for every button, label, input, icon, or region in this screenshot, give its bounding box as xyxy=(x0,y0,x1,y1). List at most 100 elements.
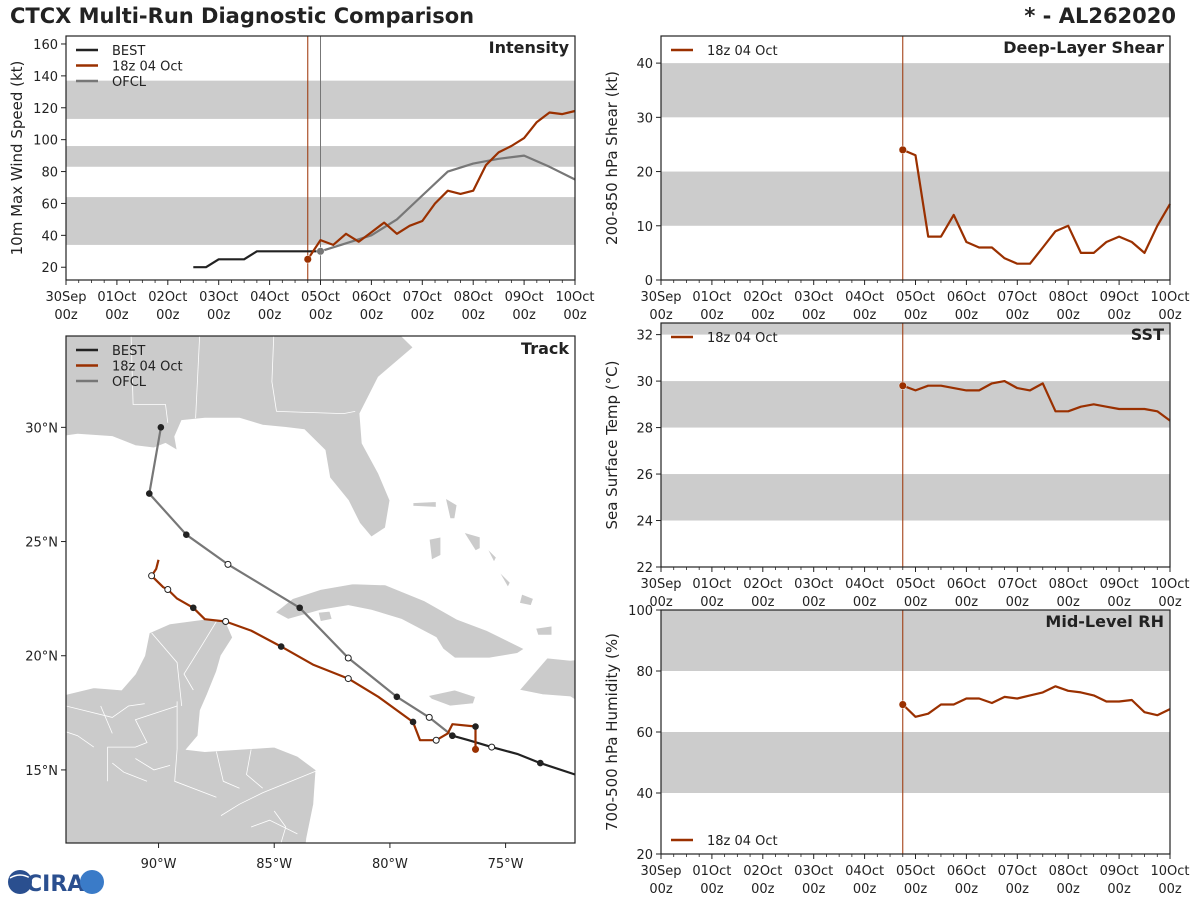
x-tick-label: 06Oct xyxy=(947,290,986,305)
x-tick-sublabel: 00z xyxy=(955,882,979,897)
legend-label-best: BEST xyxy=(112,44,145,59)
border-ni-1 xyxy=(273,810,287,843)
x-tick-sublabel: 00z xyxy=(700,308,724,323)
axes-frame xyxy=(660,322,1171,568)
x-tick-sublabel: 00z xyxy=(904,882,928,897)
x-tick-sublabel: 00z xyxy=(853,882,877,897)
border-guatemala-honduras xyxy=(174,749,217,798)
x-tick-sublabel: 00z xyxy=(512,308,536,323)
series-line-run xyxy=(902,685,1171,718)
lat-tick-label: 25°N xyxy=(25,536,58,551)
logo-seal-icon xyxy=(80,870,104,894)
x-tick-label: 30Sep xyxy=(640,290,681,305)
x-tick-sublabel: 00z xyxy=(54,308,78,323)
track-point-ofcl xyxy=(224,560,232,568)
x-tick-label: 02Oct xyxy=(743,290,782,305)
border-la-ms xyxy=(130,336,169,423)
land-mexico-central-america xyxy=(66,618,317,843)
land-andros xyxy=(428,536,442,561)
x-tick-sublabel: 00z xyxy=(1107,308,1131,323)
track-point-ofcl xyxy=(425,713,433,721)
x-tick-sublabel: 00z xyxy=(563,308,587,323)
storm-id: * - AL262020 xyxy=(1024,4,1176,28)
start-marker-run xyxy=(898,700,907,709)
x-tick-label: 09Oct xyxy=(1100,864,1139,879)
lon-tick-label: 85°W xyxy=(256,857,292,872)
x-tick-label: 07Oct xyxy=(998,290,1037,305)
x-tick-label: 08Oct xyxy=(454,290,493,305)
x-tick-sublabel: 00z xyxy=(1158,308,1182,323)
x-tick-sublabel: 00z xyxy=(1057,882,1081,897)
y-tick-label: 26 xyxy=(636,468,653,483)
x-tick-label: 09Oct xyxy=(1100,577,1139,592)
track-point-run xyxy=(164,586,172,593)
x-tick-sublabel: 00z xyxy=(802,308,826,323)
legend-label-run: 18z 04 Oct xyxy=(707,44,778,59)
y-tick-label: 30 xyxy=(636,375,653,390)
x-tick-sublabel: 00z xyxy=(156,308,180,323)
lon-tick-label: 75°W xyxy=(488,857,524,872)
x-tick-label: 08Oct xyxy=(1049,290,1088,305)
x-tick-label: 03Oct xyxy=(794,864,833,879)
shaded-band xyxy=(661,323,1170,335)
x-tick-label: 30Sep xyxy=(640,577,681,592)
lat-tick-label: 15°N xyxy=(25,764,58,779)
x-tick-sublabel: 00z xyxy=(700,595,724,610)
border-yucatan-campeche xyxy=(151,632,183,707)
x-tick-sublabel: 00z xyxy=(802,882,826,897)
x-tick-sublabel: 00z xyxy=(1006,595,1030,610)
lat-tick-label: 30°N xyxy=(25,421,58,436)
panel-track: 90°W 85°W 80°W 75°W 15°N 20°N 25°N 30°N Track BES… xyxy=(25,335,585,872)
cira-logo: CIRA xyxy=(8,870,104,897)
x-tick-sublabel: 00z xyxy=(1057,308,1081,323)
border-gt-2 xyxy=(112,762,148,782)
start-marker-run xyxy=(898,381,907,390)
x-tick-label: 06Oct xyxy=(947,577,986,592)
border-gt-1 xyxy=(135,758,171,771)
y-tick-label: 24 xyxy=(636,515,653,530)
track-point-best xyxy=(488,743,496,751)
panel-title: SST xyxy=(1131,325,1164,344)
lon-tick-label: 80°W xyxy=(372,857,408,872)
border-hn-1 xyxy=(216,751,240,789)
legend-label-ofcl: OFCL xyxy=(112,75,147,90)
x-tick-sublabel: 00z xyxy=(955,595,979,610)
x-tick-sublabel: 00z xyxy=(1107,595,1131,610)
panel-intensity: 20 40 60 80 100 120 140 160 30Sep 00z 01Oct 00z 02Oc… xyxy=(8,35,595,323)
x-tick-label: 03Oct xyxy=(794,577,833,592)
track-point-run xyxy=(432,736,440,744)
track-point-ofcl xyxy=(157,424,165,431)
track-point-run xyxy=(409,718,417,726)
logo-text: CIRA xyxy=(26,872,84,897)
x-tick-label: 04Oct xyxy=(845,577,884,592)
series-line-run xyxy=(902,380,1171,422)
shaded-band xyxy=(661,474,1170,521)
y-axis-label: 200-850 hPa Shear (kt) xyxy=(603,71,621,245)
shaded-band xyxy=(661,63,1170,118)
track-point-ofcl xyxy=(183,531,190,538)
y-tick-label: 30 xyxy=(636,111,653,126)
x-tick-sublabel: 00z xyxy=(649,308,673,323)
x-tick-sublabel: 00z xyxy=(309,308,333,323)
y-tick-label: 20 xyxy=(41,261,58,276)
border-al-ga xyxy=(271,336,277,412)
x-tick-label: 04Oct xyxy=(845,290,884,305)
x-tick-sublabel: 00z xyxy=(853,595,877,610)
x-tick-sublabel: 00z xyxy=(700,882,724,897)
x-tick-sublabel: 00z xyxy=(258,308,282,323)
land-acklins xyxy=(519,593,534,606)
border-ms-al xyxy=(195,336,201,419)
x-tick-label: 01Oct xyxy=(692,577,731,592)
y-tick-label: 0 xyxy=(645,274,653,289)
y-axis-label: 10m Max Wind Speed (kt) xyxy=(8,61,26,256)
x-tick-label: 04Oct xyxy=(250,290,289,305)
border-haiti-dr xyxy=(580,663,585,702)
legend-label-ofcl: OFCL xyxy=(112,375,147,390)
border-honduras-nicaragua xyxy=(220,770,317,816)
x-tick-label: 02Oct xyxy=(743,864,782,879)
x-tick-sublabel: 00z xyxy=(751,595,775,610)
land-great-abaco xyxy=(444,497,458,520)
x-tick-label: 09Oct xyxy=(505,290,544,305)
x-tick-label: 06Oct xyxy=(947,864,986,879)
border-mexico-guatemala xyxy=(107,705,178,782)
